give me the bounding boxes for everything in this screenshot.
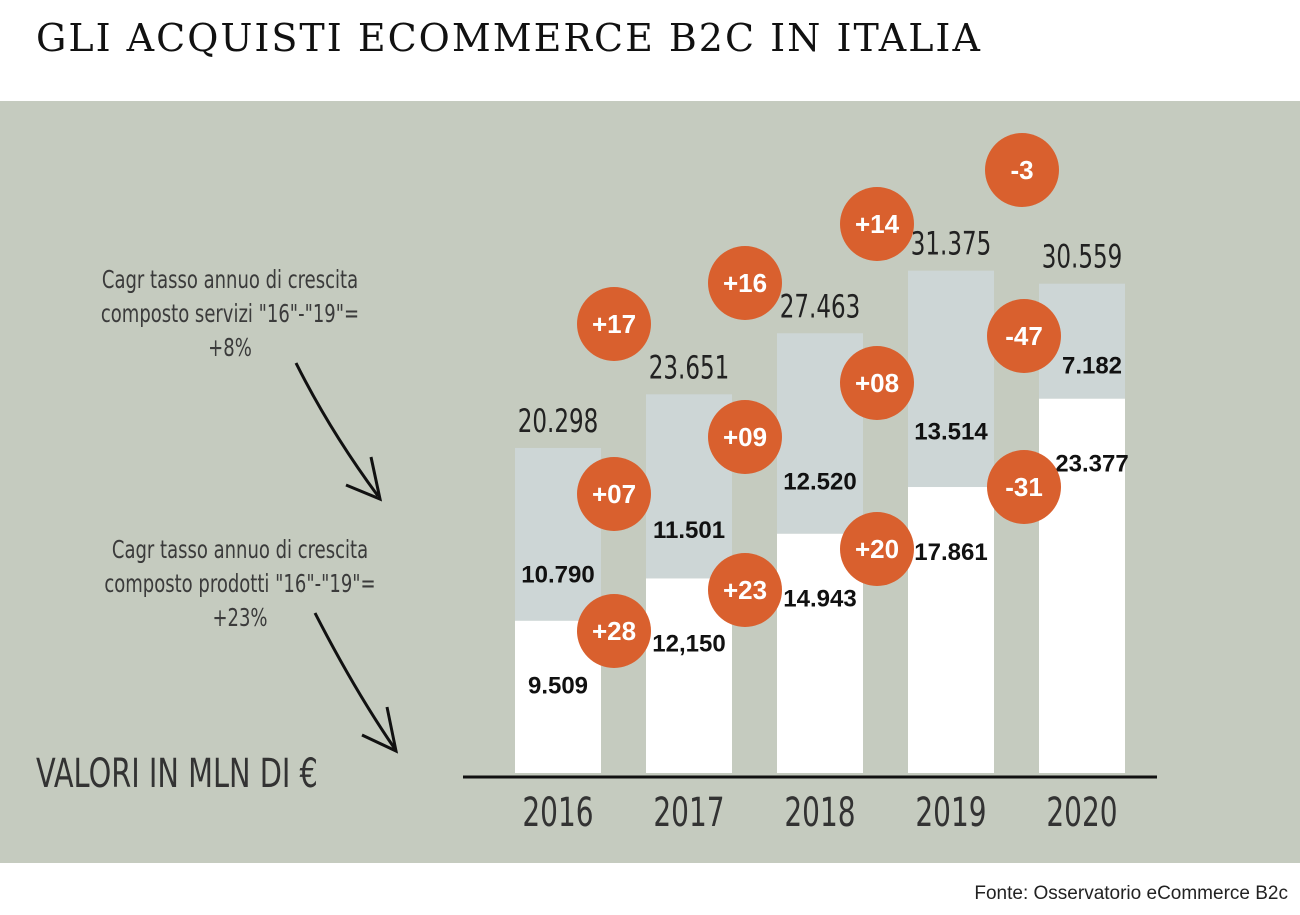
arrow-services-head xyxy=(345,456,383,502)
source-note: Fonte: Osservatorio eCommerce B2c xyxy=(974,883,1288,904)
total-label-2018: 27.463 xyxy=(780,287,861,325)
x-tick-label-2018: 2018 xyxy=(784,790,855,836)
growth-badge-products-2 xyxy=(840,512,914,586)
value-label-products-2017: 12,150 xyxy=(652,630,725,657)
growth-badge-services-1 xyxy=(708,400,782,474)
total-label-2016: 20.298 xyxy=(518,402,599,440)
value-label-products-2018: 14.943 xyxy=(783,586,856,613)
cagr-products-note: Cagr tasso annuo di crescita composto pr… xyxy=(104,535,376,632)
growth-badge-products-1 xyxy=(708,553,782,627)
growth-badge-total-1-label: +16 xyxy=(723,268,767,298)
growth-badge-services-2-label: +08 xyxy=(855,368,899,398)
chart-panel: 9.509 10.790 20.298 2016 12,150 11.501 23.651 2… xyxy=(0,101,1300,863)
x-tick-label-2017: 2017 xyxy=(653,790,724,836)
growth-badge-services-2 xyxy=(840,346,914,420)
growth-badge-total-2 xyxy=(840,187,914,261)
value-label-products-2020: 23.377 xyxy=(1055,451,1128,478)
growth-badge-products-1-label: +23 xyxy=(723,575,767,605)
value-label-services-2018: 12.520 xyxy=(783,469,856,496)
value-label-services-2020: 7.182 xyxy=(1062,353,1122,380)
arrow-products-line xyxy=(313,612,397,750)
growth-badge-total-2-label: +14 xyxy=(855,209,900,239)
bar-services-2019 xyxy=(908,270,994,488)
growth-badge-total-0 xyxy=(577,287,651,361)
growth-badge-products-0-label: +28 xyxy=(592,616,636,646)
growth-badge-products-3 xyxy=(987,450,1061,524)
growth-badge-services-1-label: +09 xyxy=(723,422,767,452)
total-label-2019: 31.375 xyxy=(911,225,992,263)
x-tick-label-2016: 2016 xyxy=(522,790,593,836)
growth-badge-products-0 xyxy=(577,594,651,668)
total-label-2020: 30.559 xyxy=(1042,238,1123,276)
chart-plot: 9.509 10.790 20.298 2016 12,150 11.501 23.651 2… xyxy=(294,133,1157,836)
growth-badge-total-3-label: -3 xyxy=(1010,155,1033,185)
growth-badge-total-1 xyxy=(708,246,782,320)
cagr-services-note: Cagr tasso annuo di crescita composto se… xyxy=(100,265,360,362)
arrow-services-line xyxy=(294,362,380,497)
x-tick-label-2019: 2019 xyxy=(915,790,986,836)
growth-badge-products-2-label: +20 xyxy=(855,534,899,564)
growth-badge-products-3-label: -31 xyxy=(1005,472,1043,502)
bar-products-2019 xyxy=(908,487,994,773)
x-tick-label-2020: 2020 xyxy=(1046,790,1117,836)
growth-badge-total-3 xyxy=(985,133,1059,207)
value-label-services-2017: 11.501 xyxy=(653,517,725,544)
growth-badge-services-3 xyxy=(987,299,1061,373)
bar-products-2020 xyxy=(1039,398,1125,773)
unit-label: VALORI IN MLN DI € xyxy=(36,751,318,797)
growth-badge-services-0-label: +07 xyxy=(592,479,636,509)
arrow-products-head xyxy=(361,706,399,754)
value-label-products-2019: 17.861 xyxy=(914,539,987,566)
growth-badge-total-0-label: +17 xyxy=(592,309,636,339)
total-label-2017: 23.651 xyxy=(649,348,730,386)
value-label-services-2019: 13.514 xyxy=(914,418,988,445)
value-label-products-2016: 9.509 xyxy=(528,673,588,700)
value-label-services-2016: 10.790 xyxy=(521,562,594,589)
growth-badge-services-0 xyxy=(577,457,651,531)
growth-badge-services-3-label: -47 xyxy=(1005,321,1043,351)
chart-title: GLI ACQUISTI ECOMMERCE B2C IN ITALIA xyxy=(36,16,982,60)
bar-products-2018 xyxy=(777,533,863,773)
